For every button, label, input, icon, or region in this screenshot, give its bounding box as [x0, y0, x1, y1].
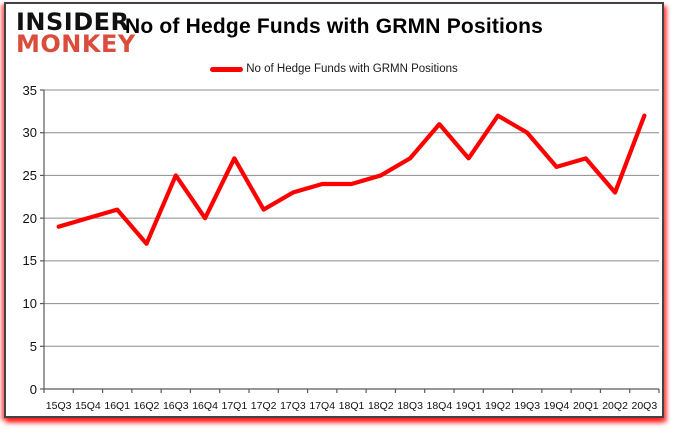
- x-axis-tick-label: 16Q3: [162, 400, 189, 412]
- x-axis-tick-label: 16Q4: [192, 400, 218, 412]
- chart-frame: INSIDER MONKEY No of Hedge Funds with GR…: [4, 2, 664, 418]
- x-axis-tick-label: 19Q3: [514, 400, 541, 412]
- y-axis-tick-label: 10: [22, 296, 37, 312]
- x-axis-tick-label: 17Q2: [250, 400, 277, 412]
- legend-line-swatch: [210, 66, 244, 72]
- x-axis-tick-label: 18Q1: [338, 400, 365, 412]
- legend: No of Hedge Funds with GRMN Positions: [6, 61, 662, 77]
- y-axis-tick-label: 35: [22, 82, 37, 98]
- y-axis-tick-label: 30: [22, 125, 37, 141]
- x-axis-tick-label: 17Q4: [309, 400, 336, 412]
- x-axis-tick-label: 18Q3: [397, 400, 423, 412]
- x-axis-tick-label: 19Q1: [455, 400, 482, 412]
- legend-series-label: No of Hedge Funds with GRMN Positions: [246, 63, 458, 75]
- x-axis-tick-label: 18Q4: [426, 400, 453, 412]
- x-axis-tick-label: 16Q1: [104, 400, 131, 412]
- chart-title: No of Hedge Funds with GRMN Positions: [124, 15, 544, 38]
- x-axis-tick-label: 20Q1: [572, 400, 599, 412]
- x-axis-tick-label: 20Q2: [602, 400, 628, 412]
- x-axis-tick-label: 17Q1: [221, 400, 248, 412]
- y-axis-tick-label: 0: [29, 381, 37, 397]
- logo-insider-text: INSIDER: [16, 8, 130, 36]
- y-axis-tick-label: 25: [22, 167, 37, 183]
- y-axis-tick-label: 5: [29, 338, 37, 354]
- logo-monkey-text: MONKEY: [16, 30, 136, 59]
- y-axis-tick-label: 20: [22, 210, 37, 226]
- insider-monkey-logo: INSIDER MONKEY: [16, 8, 136, 59]
- x-axis-tick-label: 19Q2: [485, 400, 511, 412]
- x-axis-tick-label: 18Q2: [367, 400, 394, 412]
- chart-canvas: [40, 89, 660, 393]
- x-axis-tick-label: 16Q2: [133, 400, 160, 412]
- series-line-hedge-funds: [56, 113, 647, 246]
- x-axis-tick-label: 17Q3: [280, 400, 306, 412]
- x-axis-tick-label: 15Q3: [45, 400, 72, 412]
- x-axis-tick-label: 19Q4: [543, 400, 570, 412]
- x-axis-tick-label: 15Q4: [75, 400, 101, 412]
- y-axis-tick-label: 15: [22, 253, 37, 269]
- x-axis-tick-label: 20Q3: [631, 400, 658, 412]
